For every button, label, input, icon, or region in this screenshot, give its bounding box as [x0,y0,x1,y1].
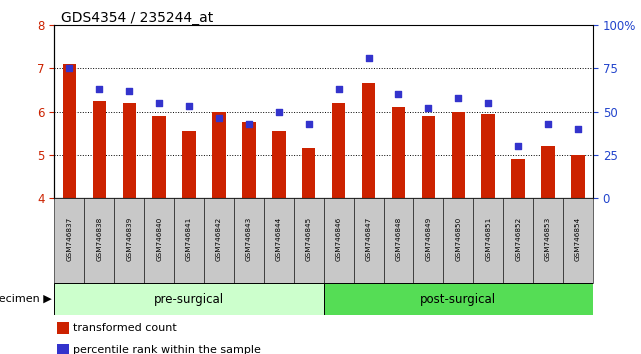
Text: GSM746845: GSM746845 [306,217,312,261]
Bar [242,122,256,198]
Bar [512,159,525,198]
Point [244,121,254,126]
Text: GSM746850: GSM746850 [455,217,462,261]
Bar [422,116,435,198]
Bar [153,116,166,198]
Bar [57,321,69,335]
Bar [114,198,144,283]
Point [363,55,374,61]
Bar [392,107,405,198]
Bar [533,198,563,283]
Bar [174,198,204,283]
Bar [54,198,85,283]
Bar [383,198,413,283]
Bar [362,83,376,198]
Bar [473,198,503,283]
Text: GSM746838: GSM746838 [96,217,103,261]
Text: pre-surgical: pre-surgical [154,293,224,306]
Point [124,88,135,93]
Text: GSM746853: GSM746853 [545,217,551,261]
Text: GSM746849: GSM746849 [426,217,431,261]
Bar [234,198,264,283]
Point [543,121,553,126]
Bar [503,198,533,283]
Bar [204,198,234,283]
Bar [481,114,495,198]
Bar [354,198,383,283]
Text: GSM746846: GSM746846 [336,217,342,261]
Point [333,86,344,92]
Bar [324,283,593,315]
Bar [122,103,136,198]
Text: transformed count: transformed count [73,323,177,333]
Point [394,91,404,97]
Point [513,143,523,149]
Bar [563,198,593,283]
Text: GSM746844: GSM746844 [276,217,282,261]
Bar [413,198,444,283]
Bar [451,112,465,198]
Point [304,121,314,126]
Point [154,100,164,105]
Text: specimen ▶: specimen ▶ [0,294,51,304]
Point [184,103,194,109]
Text: GSM746852: GSM746852 [515,217,521,261]
Point [274,109,284,114]
Text: GSM746848: GSM746848 [395,217,401,261]
Text: GSM746840: GSM746840 [156,217,162,261]
Point [483,100,494,105]
Point [64,65,74,71]
Bar [57,344,69,354]
Text: GSM746839: GSM746839 [126,217,132,261]
Bar [93,101,106,198]
Text: GSM746841: GSM746841 [186,217,192,261]
Text: GSM746837: GSM746837 [67,217,72,261]
Bar [294,198,324,283]
Point [423,105,433,111]
Text: GSM746854: GSM746854 [575,217,581,261]
Bar [264,198,294,283]
Bar [144,198,174,283]
Bar [183,131,196,198]
Bar [212,112,226,198]
Bar [324,198,354,283]
Bar [571,155,585,198]
Bar [63,64,76,198]
Bar [332,103,345,198]
Bar [85,198,114,283]
Point [94,86,104,92]
Text: GSM746847: GSM746847 [365,217,372,261]
Text: GSM746842: GSM746842 [216,217,222,261]
Point [214,116,224,121]
Text: post-surgical: post-surgical [420,293,496,306]
Point [453,95,463,101]
Text: percentile rank within the sample: percentile rank within the sample [73,345,261,354]
Point [573,126,583,132]
Text: GSM746851: GSM746851 [485,217,491,261]
Bar [542,146,555,198]
Bar [54,283,324,315]
Bar [444,198,473,283]
Text: GSM746843: GSM746843 [246,217,252,261]
Bar [302,148,315,198]
Text: GDS4354 / 235244_at: GDS4354 / 235244_at [61,11,213,25]
Bar [272,131,286,198]
